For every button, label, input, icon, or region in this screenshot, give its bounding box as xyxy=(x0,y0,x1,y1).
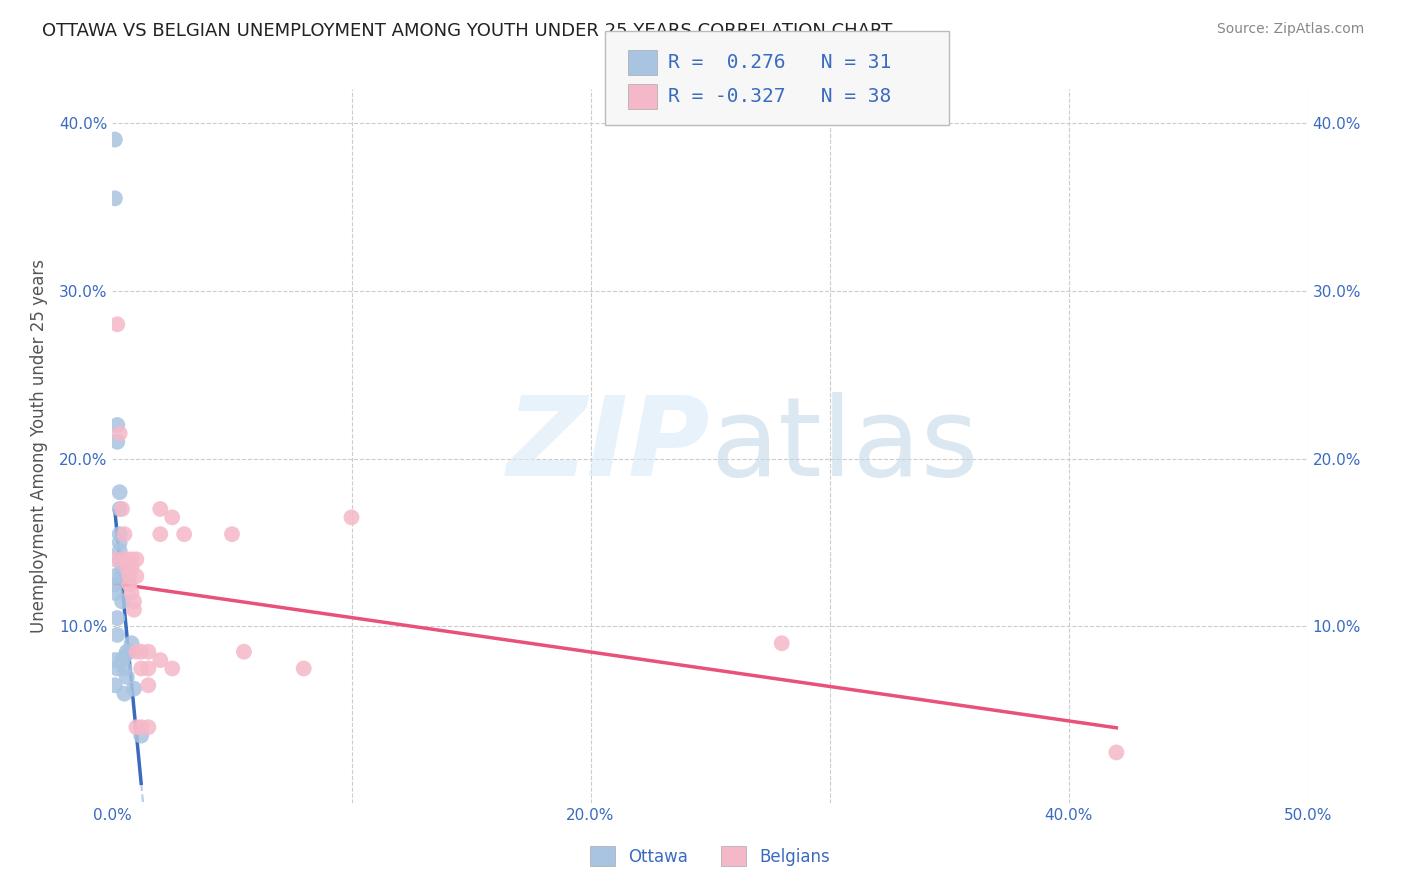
Point xyxy=(108,485,131,500)
Point xyxy=(114,661,135,675)
Point xyxy=(104,552,127,566)
Point xyxy=(111,502,134,516)
Point xyxy=(121,636,143,650)
Text: ZIP: ZIP xyxy=(506,392,710,500)
Point xyxy=(108,426,131,441)
Point xyxy=(129,645,152,659)
Point xyxy=(104,569,127,583)
Point xyxy=(149,653,172,667)
Point xyxy=(111,653,134,667)
Point xyxy=(105,661,128,675)
Point xyxy=(115,552,138,566)
Text: Source: ZipAtlas.com: Source: ZipAtlas.com xyxy=(1216,22,1364,37)
Legend: Ottawa, Belgians: Ottawa, Belgians xyxy=(583,839,837,873)
Point xyxy=(125,552,148,566)
Point xyxy=(122,594,145,608)
Point xyxy=(118,645,141,659)
Point xyxy=(118,577,141,591)
Point xyxy=(114,649,135,664)
Point xyxy=(149,527,172,541)
Point xyxy=(770,636,793,650)
Point xyxy=(125,720,148,734)
Point xyxy=(105,417,128,432)
Point xyxy=(114,687,135,701)
Point xyxy=(108,502,131,516)
Point xyxy=(108,552,131,566)
Point xyxy=(104,191,127,205)
Point xyxy=(129,661,152,675)
Point xyxy=(111,594,134,608)
Point xyxy=(105,628,128,642)
Point xyxy=(108,527,131,541)
Point xyxy=(129,720,152,734)
Point xyxy=(121,552,143,566)
Point xyxy=(111,569,134,583)
Point xyxy=(138,661,160,675)
Point xyxy=(149,502,172,516)
Point xyxy=(105,611,128,625)
Y-axis label: Unemployment Among Youth under 25 years: Unemployment Among Youth under 25 years xyxy=(30,259,48,633)
Point xyxy=(104,653,127,667)
Point xyxy=(115,670,138,684)
Point xyxy=(125,569,148,583)
Point xyxy=(1105,746,1128,760)
Point xyxy=(125,645,148,659)
Point xyxy=(340,510,363,524)
Point xyxy=(108,544,131,558)
Point xyxy=(108,535,131,549)
Point xyxy=(115,560,138,574)
Point xyxy=(115,645,138,659)
Point xyxy=(105,318,128,332)
Text: atlas: atlas xyxy=(710,392,979,500)
Point xyxy=(118,569,141,583)
Point xyxy=(104,586,127,600)
Point xyxy=(114,552,135,566)
Point xyxy=(173,527,195,541)
Point xyxy=(221,527,243,541)
Point xyxy=(104,132,127,146)
Point xyxy=(138,678,160,692)
Point xyxy=(104,577,127,591)
Point xyxy=(121,586,143,600)
Point xyxy=(104,678,127,692)
Point xyxy=(292,661,315,675)
Point xyxy=(233,645,256,659)
Point xyxy=(111,560,134,574)
Text: OTTAWA VS BELGIAN UNEMPLOYMENT AMONG YOUTH UNDER 25 YEARS CORRELATION CHART: OTTAWA VS BELGIAN UNEMPLOYMENT AMONG YOU… xyxy=(42,22,893,40)
Point xyxy=(162,661,183,675)
Point xyxy=(122,681,145,696)
Point xyxy=(138,720,160,734)
Point xyxy=(114,527,135,541)
Text: R =  0.276   N = 31: R = 0.276 N = 31 xyxy=(668,53,891,72)
Point xyxy=(121,560,143,574)
Text: R = -0.327   N = 38: R = -0.327 N = 38 xyxy=(668,87,891,106)
Point xyxy=(129,729,152,743)
Point xyxy=(105,434,128,449)
Point xyxy=(122,603,145,617)
Point xyxy=(162,510,183,524)
Point xyxy=(138,645,160,659)
